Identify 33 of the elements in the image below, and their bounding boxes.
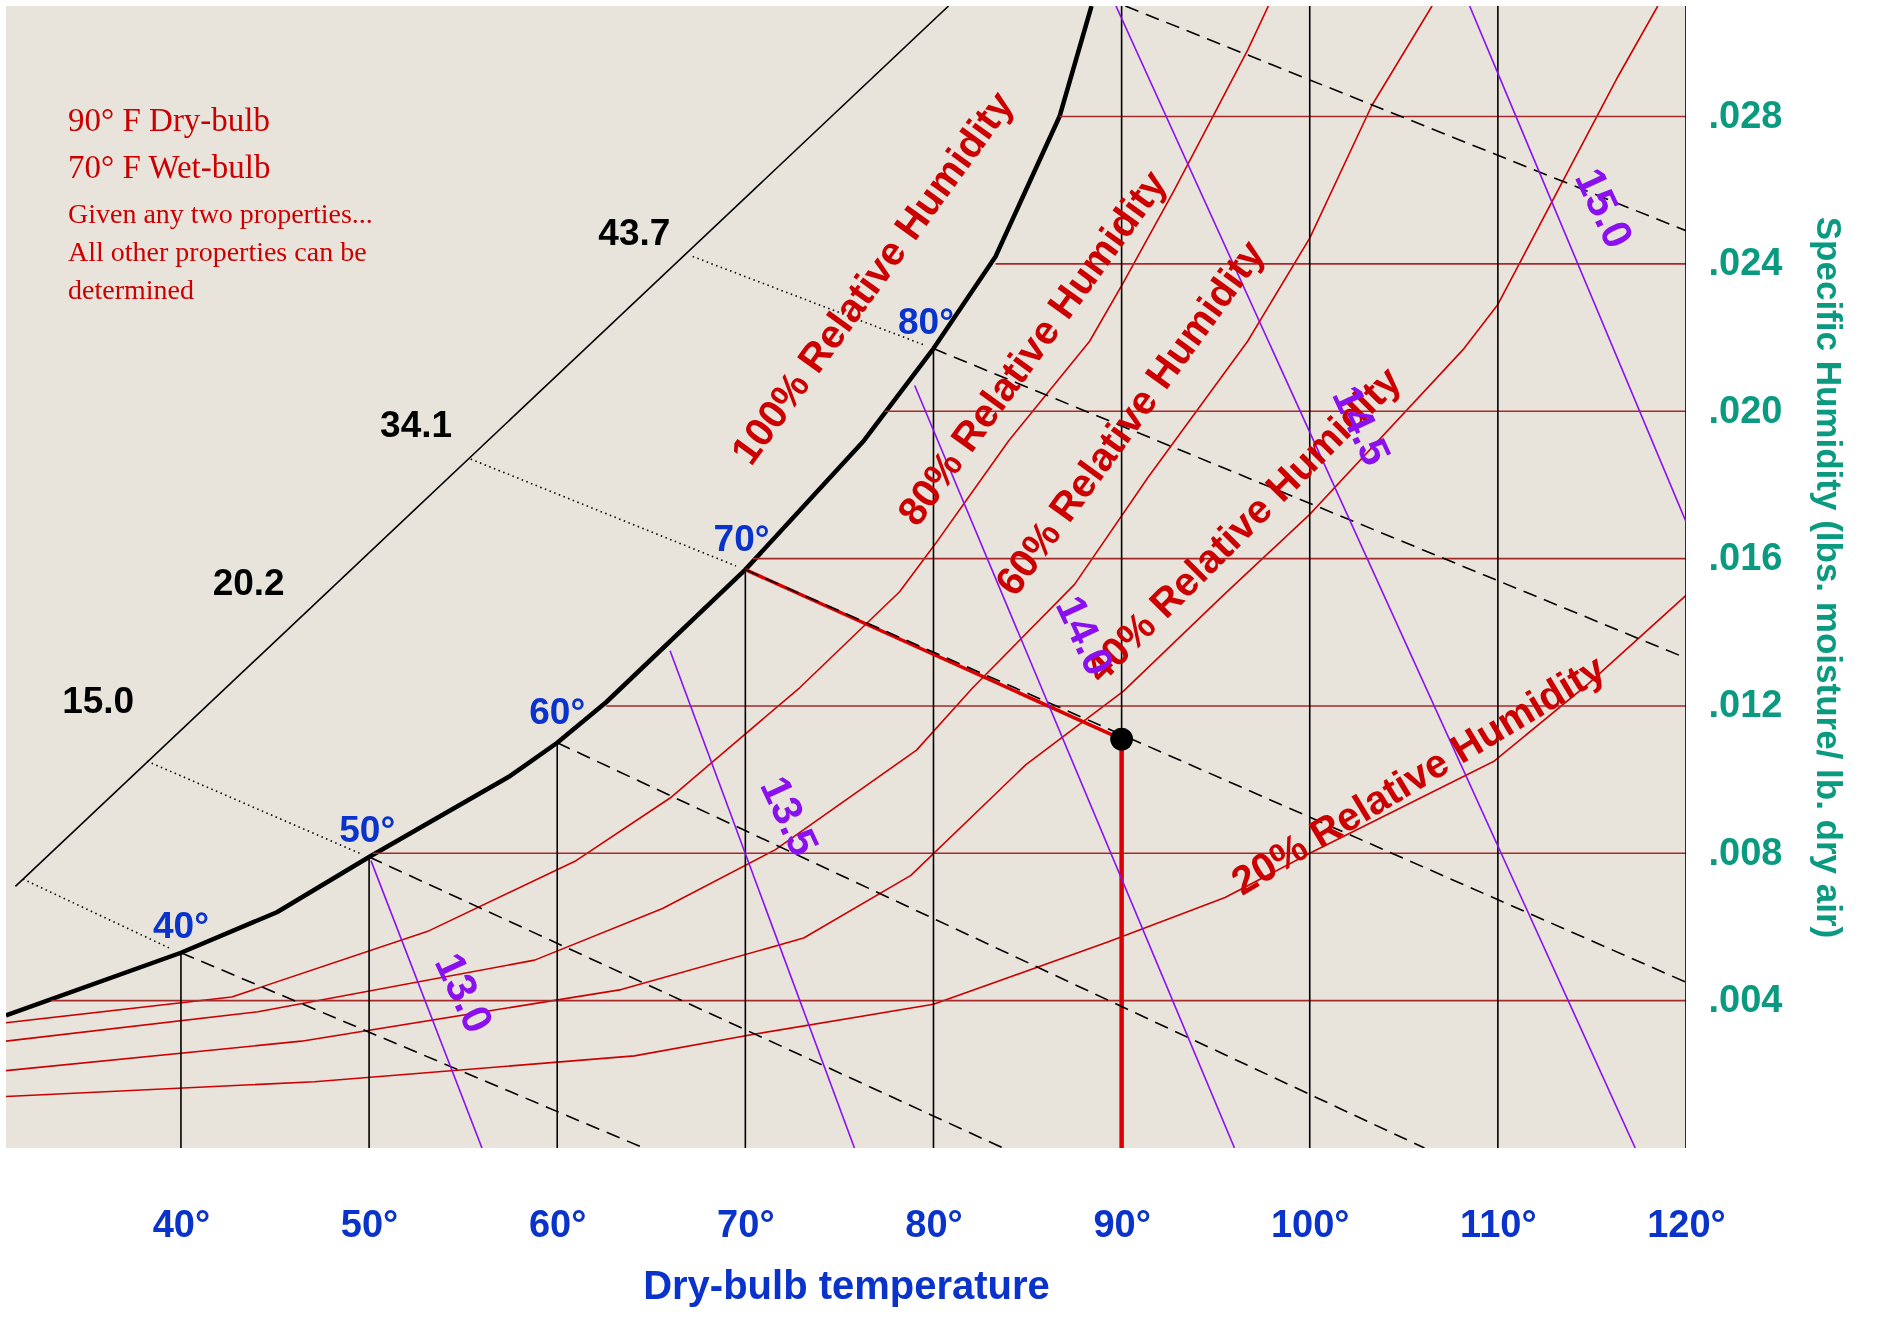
x-axis-title: Dry-bulb temperature	[643, 1262, 1050, 1307]
y-tick-label: .008	[1708, 830, 1783, 873]
annotation: 13.0	[425, 945, 504, 1040]
y-tick-label: .004	[1708, 978, 1783, 1021]
annotation: 50°	[339, 809, 396, 851]
y-tick-label: .024	[1708, 241, 1783, 284]
y-tick-label: .012	[1708, 683, 1783, 726]
annotation: 90° F Dry-bulb	[68, 102, 271, 138]
x-tick-label: 80°	[905, 1202, 963, 1245]
y-tick-label: .028	[1708, 94, 1783, 137]
x-tick-label: 70°	[717, 1202, 775, 1245]
x-tick-label: 110°	[1460, 1202, 1537, 1245]
annotation: 34.1	[380, 403, 453, 445]
annotation: 15.0	[1566, 161, 1644, 255]
x-tick-label: 40°	[152, 1202, 211, 1245]
x-tick-label: 120°	[1647, 1202, 1726, 1245]
y-tick-label: .020	[1708, 388, 1783, 431]
x-tick-label: 60°	[528, 1202, 587, 1245]
annotation: 20.2	[212, 562, 285, 604]
annotation: 43.7	[598, 212, 671, 254]
annotation: 15.0	[62, 680, 135, 722]
y-tick-label: .016	[1708, 536, 1783, 579]
y-axis-title: Specific Humidity (lbs. moisture/ lb. dry air)	[1810, 216, 1850, 939]
annotation: Given any two properties...	[68, 198, 373, 229]
x-tick-label: 90°	[1093, 1202, 1151, 1245]
annotation: 40°	[152, 904, 209, 946]
annotation: 70°	[713, 518, 770, 560]
annotation: 60°	[529, 691, 586, 733]
x-tick-label: 50°	[340, 1202, 399, 1245]
annotation: All other properties can be determined	[68, 236, 367, 305]
x-tick-label: 100°	[1270, 1202, 1350, 1245]
annotation: 70° F Wet-bulb	[68, 149, 271, 185]
annotation: 13.5	[751, 768, 829, 863]
